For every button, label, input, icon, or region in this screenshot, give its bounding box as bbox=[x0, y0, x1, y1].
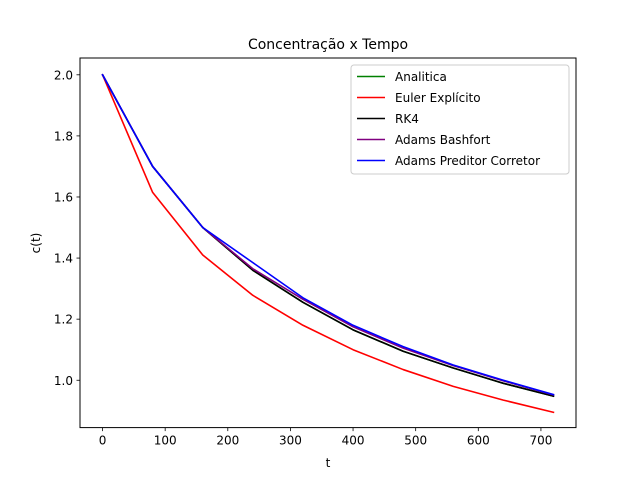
chart-title: Concentração x Tempo bbox=[248, 37, 408, 53]
x-tick-label: 200 bbox=[216, 434, 239, 448]
x-tick-label: 100 bbox=[154, 434, 177, 448]
x-axis: 0 100 200 300 400 500 600 700 bbox=[99, 427, 552, 448]
legend: Analitica Euler Explícito RK4 Adams Bashfor… bbox=[350, 64, 570, 175]
series-line-4 bbox=[101, 73, 555, 396]
legend-frame bbox=[350, 64, 570, 175]
y-axis-label: c(t) bbox=[29, 233, 43, 254]
y-tick-label: 1.8 bbox=[54, 129, 73, 143]
x-tick-label: 600 bbox=[467, 434, 490, 448]
y-axis: 1.0 1.2 1.4 1.6 1.8 2.0 bbox=[54, 68, 80, 388]
x-tick-label: 0 bbox=[99, 434, 107, 448]
series-line-1 bbox=[101, 73, 555, 414]
plot-area bbox=[79, 57, 577, 429]
y-tick-label: 1.4 bbox=[54, 252, 73, 266]
series-layer bbox=[101, 73, 555, 414]
y-tick-label: 2.0 bbox=[54, 68, 73, 82]
x-axis-label: t bbox=[326, 456, 331, 470]
legend-label: Euler Explícito bbox=[395, 91, 481, 105]
axes-frame bbox=[79, 57, 577, 429]
x-tick-label: 300 bbox=[279, 434, 302, 448]
x-tick-label: 500 bbox=[404, 434, 427, 448]
x-tick-label: 700 bbox=[529, 434, 552, 448]
legend-label: Adams Preditor Corretor bbox=[395, 154, 540, 168]
y-tick-label: 1.6 bbox=[54, 190, 73, 204]
x-tick-label: 400 bbox=[342, 434, 365, 448]
y-tick-label: 1.2 bbox=[54, 313, 73, 327]
legend-label: Adams Bashfort bbox=[395, 133, 491, 147]
y-tick-label: 1.0 bbox=[54, 374, 73, 388]
legend-label: RK4 bbox=[395, 112, 419, 126]
legend-label: Analitica bbox=[395, 70, 447, 84]
